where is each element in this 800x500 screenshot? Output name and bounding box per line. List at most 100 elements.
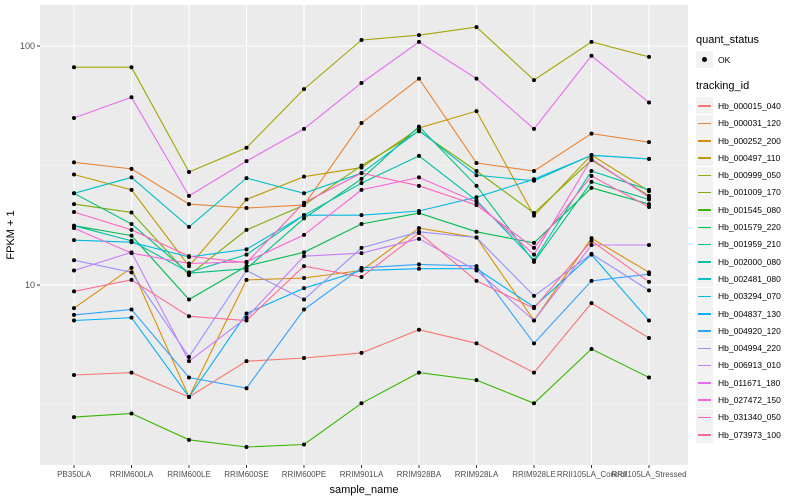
legend-item: Hb_073973_100 bbox=[696, 426, 781, 444]
data-point bbox=[647, 318, 651, 323]
legend-label: Hb_006913_010 bbox=[718, 360, 781, 371]
data-point bbox=[417, 39, 421, 44]
data-point bbox=[359, 121, 364, 126]
line-key-icon bbox=[696, 426, 713, 444]
data-point bbox=[589, 173, 594, 178]
data-point bbox=[532, 401, 536, 406]
data-point bbox=[417, 128, 421, 133]
data-point bbox=[187, 354, 191, 359]
data-point bbox=[72, 172, 76, 177]
legend-item: Hb_003294_070 bbox=[696, 287, 781, 305]
legend-item: Hb_002481_080 bbox=[696, 270, 781, 288]
data-point bbox=[359, 181, 364, 186]
data-point bbox=[474, 160, 479, 165]
data-point bbox=[474, 25, 479, 30]
data-point bbox=[302, 200, 306, 205]
legend-label: Hb_000015_040 bbox=[718, 100, 781, 111]
data-point bbox=[302, 275, 306, 280]
legend-item: Hb_031340_050 bbox=[696, 408, 781, 426]
data-point bbox=[474, 183, 479, 188]
data-point bbox=[532, 341, 536, 346]
legend-label: Hb_000252_200 bbox=[718, 135, 781, 146]
data-point bbox=[417, 76, 421, 81]
x-tick-label: RRIM901LA bbox=[340, 470, 384, 479]
data-point bbox=[72, 115, 76, 120]
data-point bbox=[474, 203, 479, 208]
data-point bbox=[532, 293, 536, 298]
data-point bbox=[129, 265, 134, 270]
data-point bbox=[532, 370, 536, 375]
data-point bbox=[647, 100, 651, 105]
legend-label: Hb_003294_070 bbox=[718, 291, 781, 302]
data-point bbox=[474, 264, 479, 269]
data-point bbox=[187, 375, 191, 380]
data-point bbox=[244, 205, 249, 210]
legend-label: Hb_002000_080 bbox=[718, 256, 781, 267]
data-point bbox=[187, 170, 191, 175]
data-point bbox=[647, 195, 651, 200]
data-point bbox=[359, 37, 364, 42]
data-point bbox=[647, 202, 651, 207]
data-point bbox=[589, 243, 594, 248]
line-key-icon bbox=[696, 408, 713, 426]
data-point bbox=[72, 65, 76, 70]
data-point bbox=[417, 33, 421, 38]
legend-label: Hb_027472_150 bbox=[718, 394, 781, 405]
data-point bbox=[72, 191, 76, 196]
data-point bbox=[244, 227, 249, 232]
data-point bbox=[647, 272, 651, 277]
data-point bbox=[72, 160, 76, 165]
line-key-icon bbox=[696, 305, 713, 322]
line-key-icon bbox=[696, 391, 713, 409]
data-point bbox=[359, 401, 364, 406]
data-point bbox=[532, 258, 536, 263]
data-point bbox=[129, 187, 134, 192]
legend-label: Hb_011671_180 bbox=[718, 377, 781, 388]
legend-item: Hb_001959_210 bbox=[696, 235, 781, 253]
legend-label: Hb_001009_170 bbox=[718, 187, 781, 198]
data-point bbox=[129, 221, 134, 226]
data-point bbox=[417, 266, 421, 271]
x-tick-label: RRIM928BA bbox=[397, 470, 442, 479]
data-point bbox=[589, 156, 594, 161]
data-point bbox=[72, 289, 76, 294]
line-key-icon bbox=[696, 287, 713, 305]
data-point bbox=[129, 315, 134, 320]
data-point bbox=[72, 210, 76, 215]
data-point bbox=[129, 411, 134, 416]
data-point bbox=[589, 179, 594, 184]
y-axis-title: FPKM + 1 bbox=[5, 210, 17, 259]
legend-item: Hb_004837_130 bbox=[696, 305, 781, 322]
data-point bbox=[302, 297, 306, 302]
legend-item: Hb_027472_150 bbox=[696, 391, 781, 409]
data-point bbox=[359, 171, 364, 176]
data-point bbox=[187, 314, 191, 319]
legend-label: Hb_001579_220 bbox=[718, 222, 781, 233]
data-point bbox=[647, 288, 651, 293]
data-point bbox=[532, 211, 536, 216]
data-point bbox=[244, 176, 249, 181]
data-point bbox=[244, 268, 249, 273]
data-point bbox=[474, 76, 479, 81]
data-point bbox=[244, 444, 249, 449]
line-key-icon bbox=[696, 235, 713, 253]
data-point bbox=[359, 350, 364, 355]
y-tick-label: 100 bbox=[20, 41, 35, 51]
legend-item: Hb_000999_050 bbox=[696, 166, 781, 184]
data-point bbox=[302, 216, 306, 221]
data-point bbox=[187, 437, 191, 442]
line-key-icon bbox=[696, 97, 713, 115]
data-point bbox=[474, 200, 479, 205]
data-point bbox=[417, 327, 421, 332]
legend-item: Hb_002000_080 bbox=[696, 253, 781, 271]
data-point bbox=[187, 254, 191, 259]
y-tick-label: 10 bbox=[25, 280, 35, 290]
data-point bbox=[417, 226, 421, 231]
legend-label: Hb_000031_120 bbox=[718, 118, 781, 129]
line-key-icon bbox=[696, 201, 713, 219]
legend-label: Hb_073973_100 bbox=[718, 429, 781, 440]
data-point bbox=[244, 159, 249, 164]
line-key-icon bbox=[696, 374, 713, 392]
line-key-icon bbox=[696, 218, 713, 236]
